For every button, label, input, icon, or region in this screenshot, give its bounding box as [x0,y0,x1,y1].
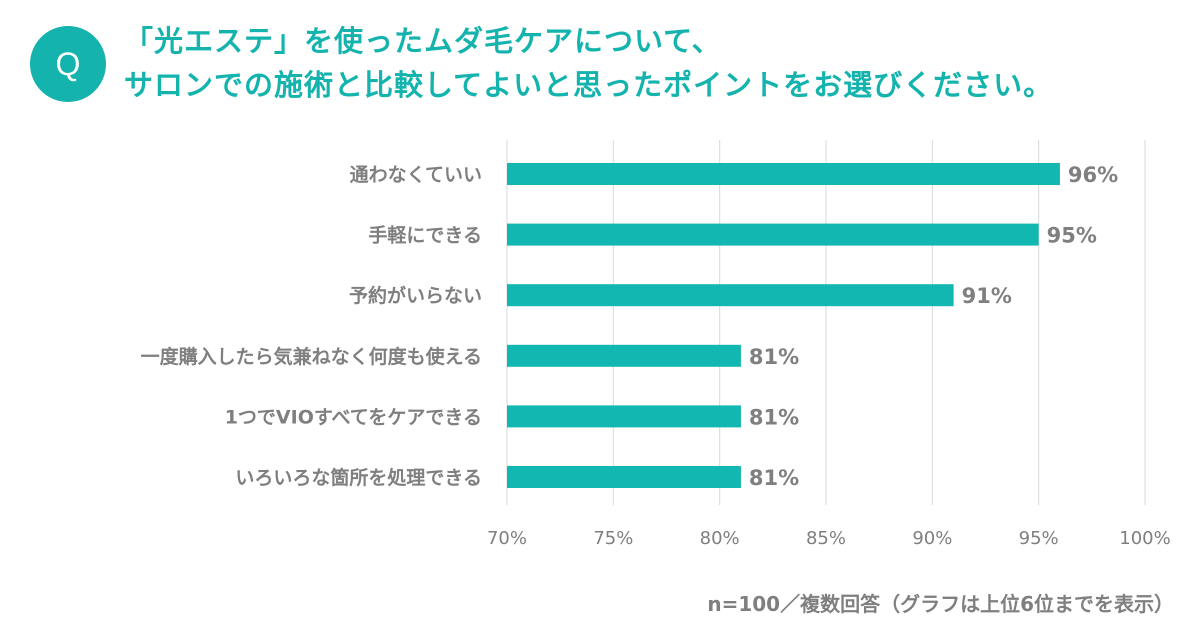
question-title-line-2: サロンでの施術と比較してよいと思ったポイントをお選びください。 [124,68,1054,102]
sample-note: n=100／複数回答（グラフは上位6位までを表示） [707,592,1174,616]
category-label: 1つでVIOすべてをケアできる [225,406,482,428]
question-badge: Q [30,26,106,102]
bars [507,163,1060,488]
category-label: 予約がいらない [349,284,482,307]
bar [507,344,741,367]
x-tick-label: 70% [487,528,527,549]
question-title-line-1: 「光エステ」を使ったムダ毛ケアについて、 [124,24,722,58]
category-label: 一度購入したら気兼ねなく何度も使える [141,345,482,368]
x-axis-tick-labels: 70% 75% 80% 85% 90% 95% 100% [487,528,1171,549]
bar [507,223,1039,246]
x-tick-label: 85% [806,528,846,549]
value-label: 91% [962,284,1012,308]
value-label: 81% [749,405,799,429]
x-tick-label: 100% [1119,528,1170,549]
grid-lines [506,140,1146,505]
category-label: 手軽にできる [368,224,482,247]
x-tick-label: 80% [700,528,740,549]
bar [507,163,1060,185]
value-label: 95% [1047,224,1097,248]
bar [507,284,954,307]
x-tick-label: 75% [593,528,633,549]
x-tick-label: 90% [912,528,952,549]
category-label: 通わなくていい [350,164,482,186]
x-tick-label: 95% [1019,528,1059,549]
value-label: 96% [1068,163,1118,187]
value-label: 81% [749,345,799,369]
value-labels: 96% 95% 91% 81% 81% 81% [749,163,1118,490]
value-label: 81% [749,466,799,490]
category-label: いろいろな箇所を処理できる [235,466,482,489]
question-badge-letter: Q [55,45,81,82]
bar [507,466,741,488]
bar [507,405,741,428]
